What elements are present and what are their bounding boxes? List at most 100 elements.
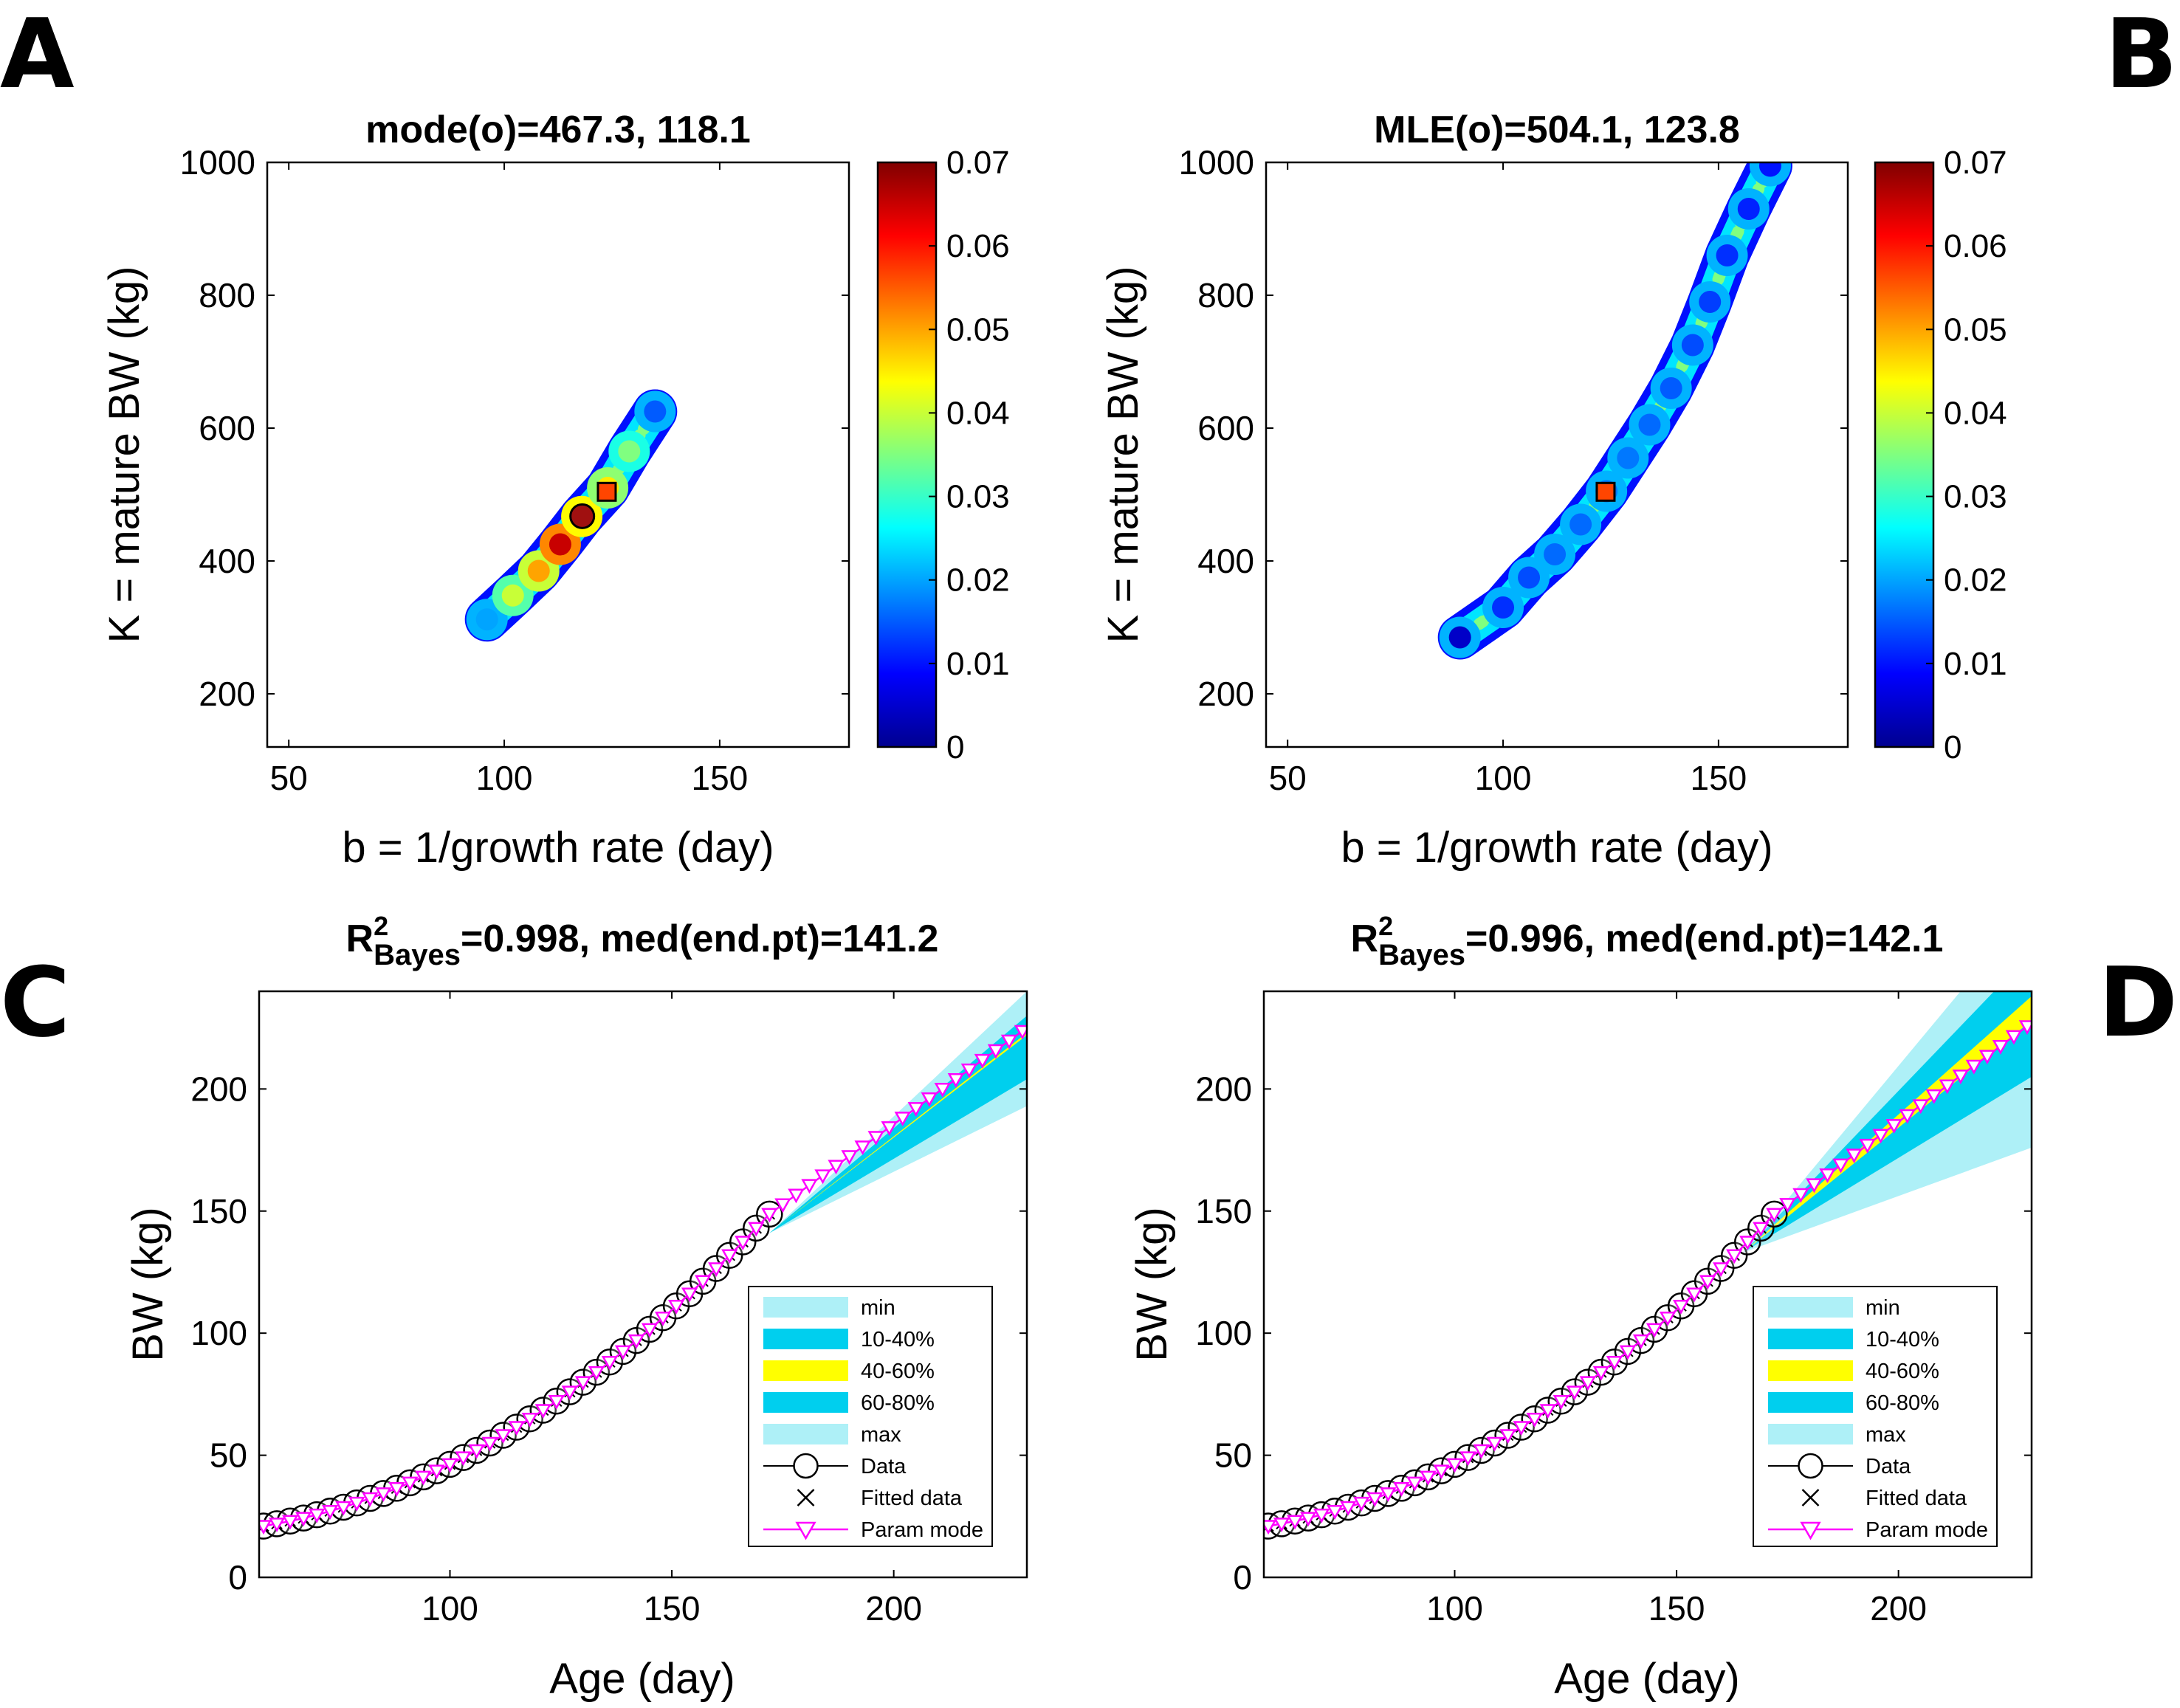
param-mode-marker (428, 1464, 445, 1480)
x-axis-label-b: b = 1/growth rate (day) (1341, 824, 1772, 872)
param-mode-marker (1992, 1039, 2009, 1055)
param-mode-marker (1766, 1208, 1783, 1223)
y-axis-label-b: K = mature BW (kg) (1099, 266, 1147, 644)
param-mode-marker (468, 1444, 485, 1459)
param-mode-marker (1925, 1089, 1942, 1104)
legend-label: Fitted data (861, 1487, 963, 1510)
y-tick-label: 200 (1195, 1070, 1252, 1108)
param-mode-marker (1579, 1376, 1596, 1391)
param-mode-marker (1553, 1395, 1569, 1410)
param-mode-marker (1393, 1482, 1410, 1497)
legend-label: Data (1866, 1455, 1911, 1478)
param-mode-marker (1819, 1168, 1836, 1183)
param-mode-marker (1499, 1429, 1516, 1444)
param-mode-marker (259, 1520, 272, 1535)
x-tick-label: 150 (1691, 759, 1747, 797)
y-tick-label: 400 (199, 542, 255, 580)
density-peak (644, 400, 667, 423)
colorbar-tick-label: 0 (946, 729, 964, 765)
density-peak (1660, 377, 1682, 399)
param-mode-marker (947, 1072, 964, 1088)
param-mode-marker (1792, 1188, 1809, 1203)
param-mode-marker (1473, 1444, 1490, 1459)
x-tick-label: 150 (1648, 1589, 1705, 1628)
param-mode-marker (574, 1376, 591, 1391)
param-mode-marker (1014, 1025, 1027, 1040)
param-mode-marker (1739, 1236, 1756, 1251)
y-tick-label: 600 (1197, 409, 1254, 447)
param-mode-marker (295, 1512, 312, 1527)
param-mode-marker (1353, 1496, 1370, 1512)
param-mode-marker (1779, 1198, 1796, 1213)
legend-swatch (763, 1360, 848, 1381)
density-peak (1544, 543, 1567, 565)
param-mode-marker (1273, 1518, 1290, 1532)
legend-label: Param mode (861, 1518, 983, 1542)
param-mode-marker (721, 1249, 738, 1264)
colorbar-tick-label: 0.01 (1944, 646, 2007, 682)
x-tick-label: 200 (1870, 1589, 1927, 1628)
legend-swatch (763, 1329, 848, 1349)
colorbar-tick-label: 0.05 (1944, 311, 2007, 348)
param-mode-marker (1939, 1079, 1956, 1095)
param-mode-marker (894, 1112, 911, 1126)
legend-swatch (1768, 1360, 1853, 1381)
y-axis-label-d: BW (kg) (1128, 1207, 1176, 1361)
param-mode-marker (708, 1262, 725, 1278)
legend-swatch (1768, 1329, 1853, 1349)
series-c (259, 1025, 1027, 1540)
param-mode-marker (1340, 1501, 1357, 1516)
mle-marker (596, 481, 617, 502)
param-mode-marker (828, 1160, 845, 1175)
param-mode-marker (534, 1404, 551, 1419)
legend-label: 40-60% (1866, 1360, 1939, 1383)
x-tick-label: 100 (476, 759, 533, 797)
colorbar-tick-label: 0.01 (946, 646, 1010, 682)
x-tick-label: 50 (270, 759, 308, 797)
param-mode-marker (1952, 1070, 1969, 1084)
x-tick-label: 50 (1269, 759, 1307, 797)
y-tick-label: 200 (199, 675, 255, 713)
x-axis-label-a: b = 1/growth rate (day) (342, 824, 774, 872)
density-peak (527, 559, 550, 582)
r2-symbol-d: R (1351, 917, 1379, 960)
param-mode-marker (322, 1505, 339, 1520)
param-mode-marker (1286, 1515, 1304, 1530)
x-tick-label: 100 (1426, 1589, 1483, 1628)
y-tick-label: 50 (1214, 1436, 1252, 1475)
legend-marker (795, 1521, 816, 1540)
x-tick-label: 150 (644, 1589, 701, 1628)
r2-value-c: =0.998, med(end.pt)=141.2 (461, 917, 938, 960)
param-mode-marker (987, 1044, 1005, 1059)
r2-symbol-c: R (346, 917, 374, 960)
density-peak (1758, 162, 1781, 177)
x-axis-label-c: Age (day) (549, 1655, 735, 1703)
param-mode-marker (1832, 1158, 1849, 1174)
param-mode-marker (1846, 1149, 1863, 1164)
legend-label: max (1866, 1423, 1906, 1447)
axes-ticks-d: 100 150 200 0 50 100 150 200 (1195, 991, 2032, 1628)
param-mode-marker (641, 1323, 659, 1338)
y-tick-label: 100 (190, 1314, 247, 1352)
legend-swatch (1768, 1297, 1853, 1318)
legend-label: max (861, 1423, 901, 1447)
param-mode-marker (960, 1063, 977, 1078)
param-mode-marker (309, 1508, 326, 1523)
param-mode-marker (1446, 1458, 1463, 1473)
axes-ticks-c: 100 150 200 0 50 100 150 200 (190, 991, 1027, 1628)
param-mode-marker (1885, 1119, 1902, 1134)
param-mode-marker (627, 1334, 645, 1349)
legend-swatch (763, 1424, 848, 1444)
param-mode-marker (388, 1482, 405, 1497)
colorbar-tick-label: 0.04 (946, 395, 1010, 431)
param-mode-marker (415, 1470, 432, 1486)
param-mode-marker (1659, 1312, 1677, 1326)
param-mode-marker (521, 1412, 538, 1428)
series-d (1264, 1020, 2032, 1540)
legend-label: Data (861, 1455, 907, 1478)
param-mode-marker (761, 1208, 778, 1223)
param-mode-marker (561, 1385, 578, 1401)
param-mode-marker (441, 1458, 458, 1473)
param-mode-marker (455, 1451, 472, 1467)
legend-marker (1800, 1521, 1821, 1540)
